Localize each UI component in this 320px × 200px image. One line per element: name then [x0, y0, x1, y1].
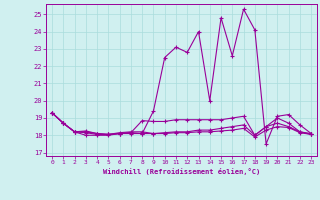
- X-axis label: Windchill (Refroidissement éolien,°C): Windchill (Refroidissement éolien,°C): [103, 168, 260, 175]
